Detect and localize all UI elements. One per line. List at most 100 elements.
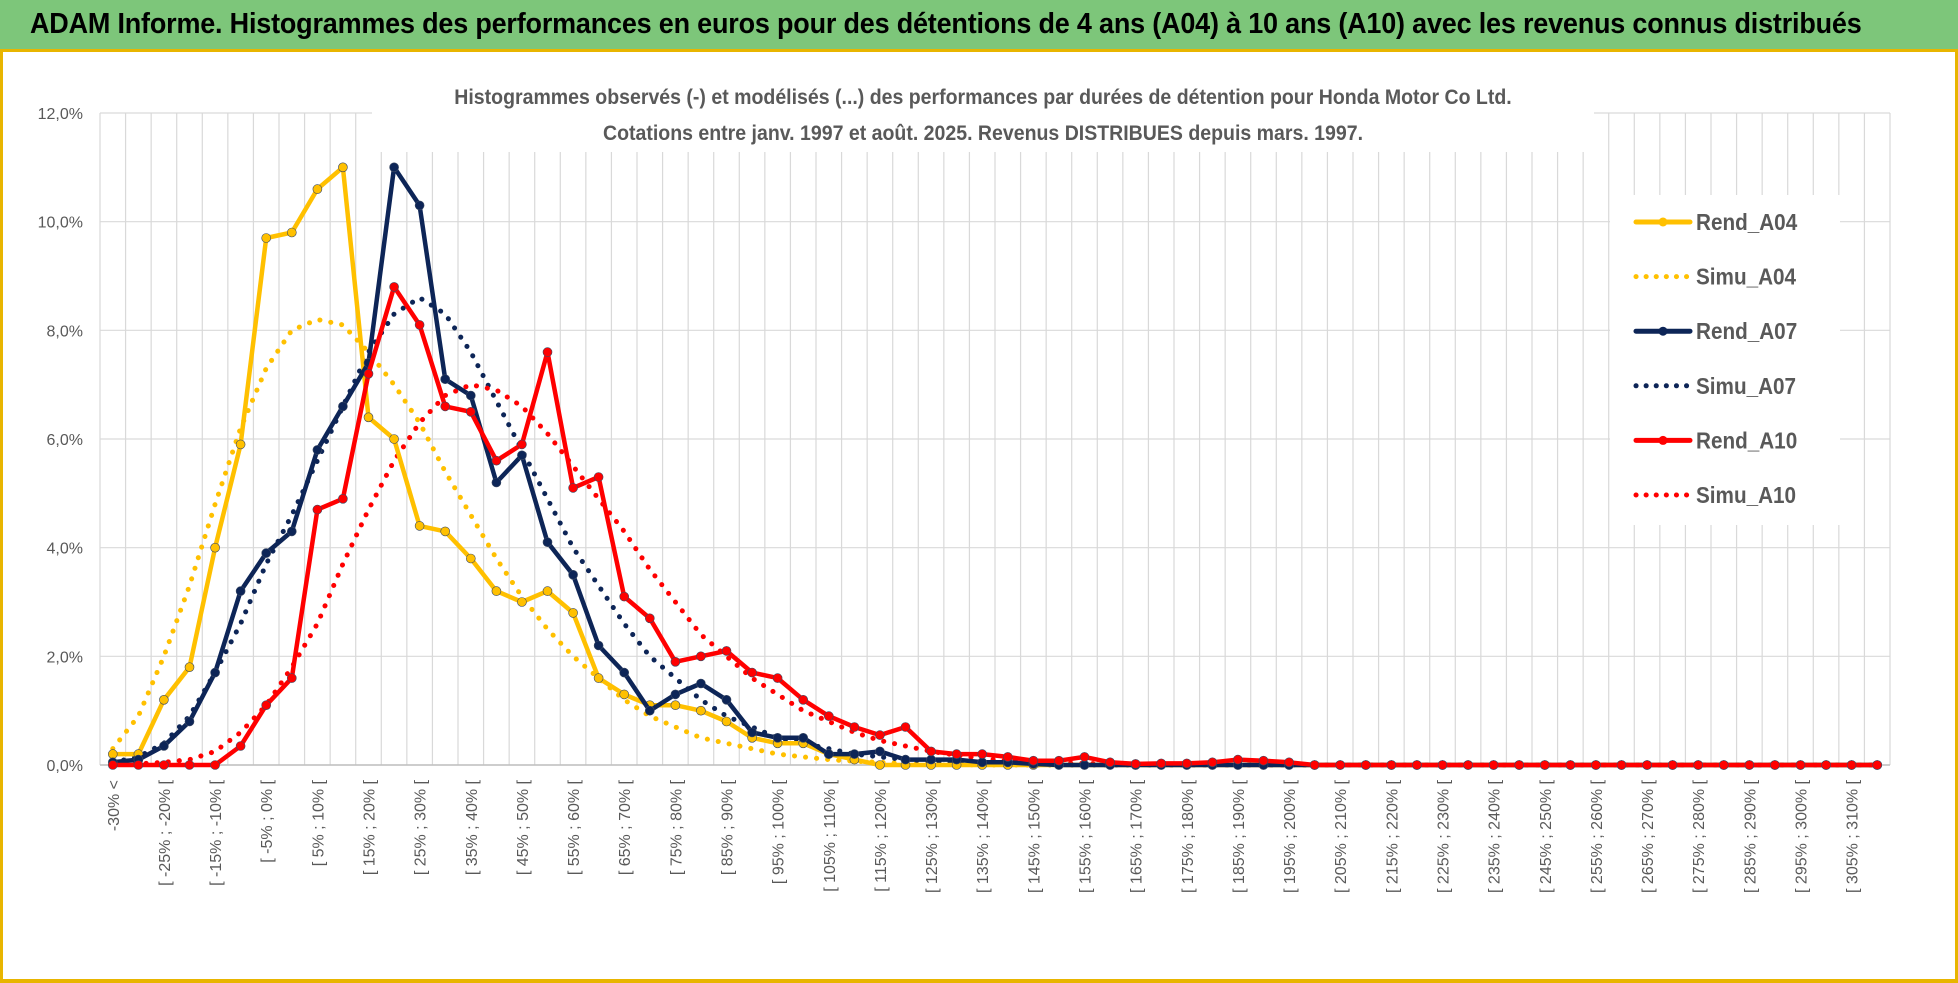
data-point-rend-a10 <box>465 406 476 417</box>
data-point-rend-a04 <box>338 162 348 173</box>
legend-label: Simu_A07 <box>1696 373 1796 399</box>
data-point-rend-a07 <box>491 477 502 488</box>
legend-label: Rend_A10 <box>1696 427 1797 453</box>
data-point-rend-a07 <box>900 754 911 765</box>
data-point-rend-a10 <box>696 651 706 662</box>
x-tick-label: [ 155% ; 160% [ <box>1078 779 1095 893</box>
data-point-rend-a07 <box>875 746 885 757</box>
x-tick-label: [ 185% ; 190% [ <box>1231 779 1248 893</box>
data-point-rend-a10 <box>1233 754 1243 765</box>
title-backdrop <box>372 80 1594 152</box>
data-point-rend-a10 <box>363 368 374 379</box>
data-point-rend-a07 <box>644 705 655 716</box>
y-tick-label: 10,0% <box>38 215 83 232</box>
data-point-rend-a04 <box>312 184 323 194</box>
data-point-rend-a04 <box>517 597 527 607</box>
data-point-rend-a10 <box>1642 760 1652 770</box>
y-tick-label: 8,0% <box>47 323 83 340</box>
data-point-rend-a04 <box>670 700 681 711</box>
x-tick-label: [ 205% ; 210% [ <box>1333 779 1350 893</box>
data-point-rend-a07 <box>338 401 348 412</box>
data-point-rend-a04 <box>568 608 578 618</box>
data-point-rend-a04 <box>414 521 425 531</box>
x-tick-label: [ 295% ; 300% [ <box>1794 779 1811 893</box>
data-point-rend-a10 <box>414 320 425 330</box>
data-point-rend-a10 <box>593 472 604 482</box>
data-point-rend-a04 <box>159 694 169 705</box>
data-point-rend-a07 <box>210 667 220 678</box>
data-point-rend-a10 <box>542 347 553 357</box>
data-point-rend-a10 <box>1054 755 1064 766</box>
data-point-rend-a10 <box>1284 757 1294 768</box>
data-point-rend-a07 <box>440 374 451 385</box>
x-tick-label: [ 135% ; 140% [ <box>975 779 992 893</box>
data-point-rend-a10 <box>1361 760 1371 770</box>
data-point-rend-a10 <box>1156 758 1166 769</box>
data-point-rend-a04 <box>261 233 272 243</box>
data-point-rend-a10 <box>1821 760 1831 770</box>
data-point-rend-a10 <box>1795 760 1806 770</box>
x-tick-label: [ 95% ; 100% [ <box>771 779 788 884</box>
x-tick-label: [ 45% ; 50% [ <box>515 779 532 875</box>
legend-label: Rend_A07 <box>1696 318 1797 344</box>
data-point-rend-a10 <box>1028 755 1039 766</box>
legend: Rend_A04 Simu_A04 Rend_A07 Simu_A07 Rend_A10… <box>1610 195 1840 525</box>
data-point-rend-a10 <box>1412 760 1422 770</box>
data-point-rend-a07 <box>517 450 527 461</box>
data-point-rend-a04 <box>210 542 220 553</box>
data-point-rend-a10 <box>389 282 399 292</box>
data-point-rend-a10 <box>823 711 834 721</box>
data-point-rend-a10 <box>1309 760 1320 770</box>
data-point-rend-a04 <box>389 434 399 444</box>
x-tick-label: [ 55% ; 60% [ <box>566 779 583 875</box>
data-point-rend-a10 <box>491 455 502 466</box>
data-point-rend-a10 <box>312 504 323 515</box>
data-point-rend-a10 <box>1488 760 1499 770</box>
legend-marker <box>1658 435 1668 445</box>
data-point-rend-a10 <box>1105 757 1115 768</box>
data-point-rend-a10 <box>670 656 681 667</box>
data-point-rend-a04 <box>286 227 297 238</box>
data-point-rend-a07 <box>286 526 297 537</box>
x-tick-label: [ 235% ; 240% [ <box>1487 779 1504 893</box>
data-point-rend-a07 <box>696 678 706 689</box>
x-tick-label: [ 305% ; 310% [ <box>1845 779 1862 893</box>
data-point-rend-a10 <box>1770 760 1780 770</box>
y-tick-label: 0,0% <box>47 758 83 775</box>
legend-label: Rend_A04 <box>1696 209 1798 235</box>
legend-marker <box>1658 217 1668 227</box>
legend-marker <box>1658 326 1668 336</box>
x-tick-label: [ 165% ; 170% [ <box>1129 779 1146 893</box>
data-point-rend-a07 <box>926 754 936 765</box>
data-point-rend-a10 <box>338 493 348 504</box>
x-tick-label: [ 245% ; 250% [ <box>1538 779 1555 893</box>
data-point-rend-a07 <box>261 548 272 558</box>
data-point-rend-a07 <box>568 569 578 580</box>
y-tick-label: 2,0% <box>47 649 83 666</box>
data-point-rend-a10 <box>1386 760 1397 770</box>
data-point-rend-a10 <box>1616 760 1627 770</box>
data-point-rend-a10 <box>261 700 272 711</box>
x-tick-label: [ 75% ; 80% [ <box>668 779 685 875</box>
data-point-rend-a07 <box>235 586 246 596</box>
x-tick-label: [ 275% ; 280% [ <box>1691 779 1708 893</box>
data-point-rend-a10 <box>619 591 630 602</box>
y-tick-label: 4,0% <box>47 541 83 558</box>
data-point-rend-a10 <box>1591 760 1601 770</box>
data-point-rend-a10 <box>977 749 988 759</box>
banner: ADAM Informe. Histogrammes des performan… <box>0 0 1958 52</box>
legend-box <box>1610 195 1840 525</box>
data-point-rend-a07 <box>823 749 834 759</box>
data-point-rend-a10 <box>184 760 195 770</box>
data-point-rend-a10 <box>1207 757 1218 768</box>
chart-subtitle: Cotations entre janv. 1997 et août. 2025… <box>603 122 1363 145</box>
data-point-rend-a04 <box>465 553 476 564</box>
x-tick-label: [ 145% ; 150% [ <box>1026 779 1043 893</box>
data-point-rend-a07 <box>747 727 757 738</box>
data-point-rend-a10 <box>235 741 246 751</box>
data-point-rend-a07 <box>670 689 681 700</box>
data-point-rend-a07 <box>389 162 399 173</box>
x-tick-label: [ 115% ; 120% [ <box>873 779 890 891</box>
series-group <box>108 162 1882 770</box>
